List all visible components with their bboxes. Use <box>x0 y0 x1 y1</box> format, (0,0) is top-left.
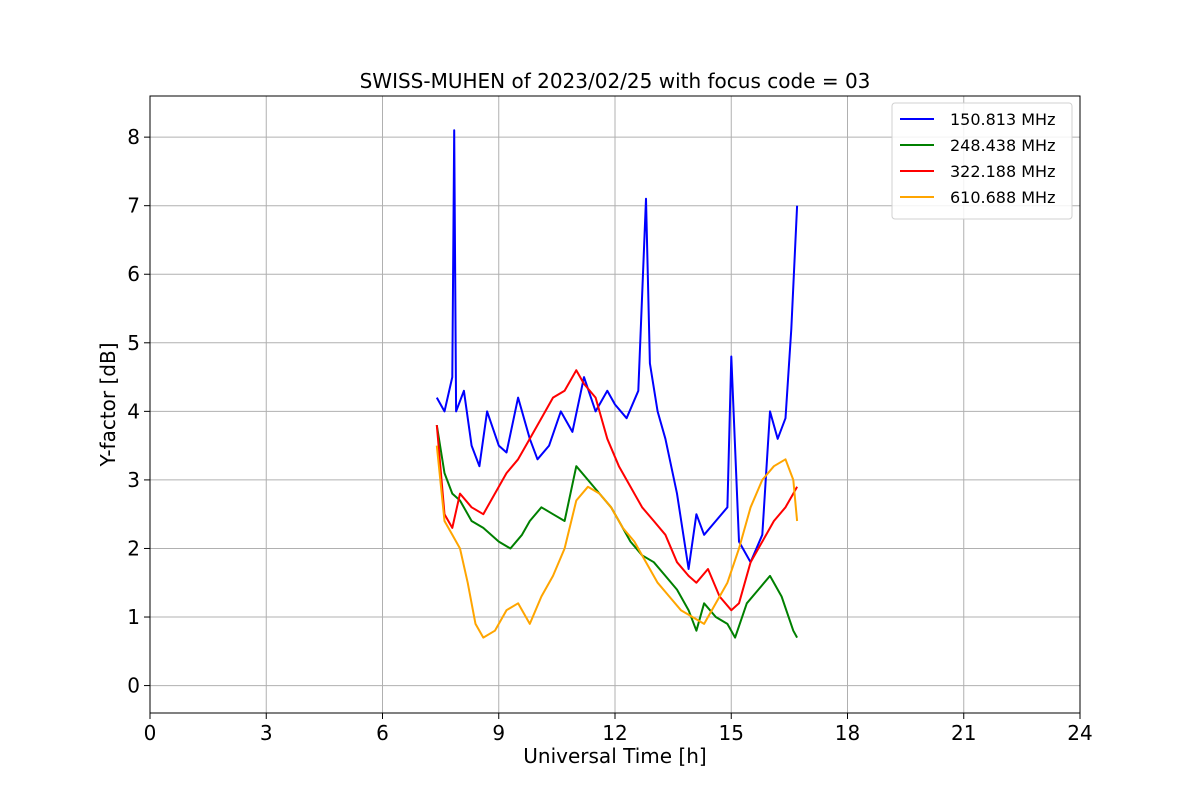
y-axis-title: Y-factor [dB] <box>96 342 120 467</box>
y-tick-label: 1 <box>127 605 140 629</box>
y-tick-label: 4 <box>127 399 140 423</box>
x-tick-label: 0 <box>144 721 157 745</box>
legend-box <box>891 102 1073 220</box>
x-tick-label: 6 <box>376 721 389 745</box>
legend-label: 610.688 MHz <box>950 188 1055 207</box>
y-tick-label: 7 <box>127 194 140 218</box>
y-tick-label: 8 <box>127 125 140 149</box>
legend: 150.813 MHz 248.438 MHz 322.188 MHz 610.688… <box>891 102 1073 220</box>
y-tick-label: 6 <box>127 262 140 286</box>
x-axis-title: Universal Time [h] <box>523 744 706 768</box>
legend-label: 248.438 MHz <box>950 136 1055 155</box>
x-tick-label: 24 <box>1067 721 1092 745</box>
series-line-4 <box>435 445 799 639</box>
y-tick-label: 3 <box>127 468 140 492</box>
legend-label: 322.188 MHz <box>950 162 1055 181</box>
y-tick-label: 2 <box>127 536 140 560</box>
y-tick-label: 0 <box>127 674 140 698</box>
x-tick-label: 9 <box>492 721 505 745</box>
chart-title: SWISS-MUHEN of 2023/02/25 with focus cod… <box>360 69 871 93</box>
x-tick-label: 3 <box>260 721 273 745</box>
y-tick-label: 5 <box>127 331 140 355</box>
series-lines <box>435 129 799 639</box>
x-tick-label: 15 <box>719 721 744 745</box>
series-line-3 <box>435 369 798 612</box>
legend-label: 150.813 MHz <box>950 110 1055 129</box>
x-tick-label: 18 <box>835 721 860 745</box>
x-tick-label: 12 <box>602 721 627 745</box>
x-tick-label: 21 <box>951 721 976 745</box>
